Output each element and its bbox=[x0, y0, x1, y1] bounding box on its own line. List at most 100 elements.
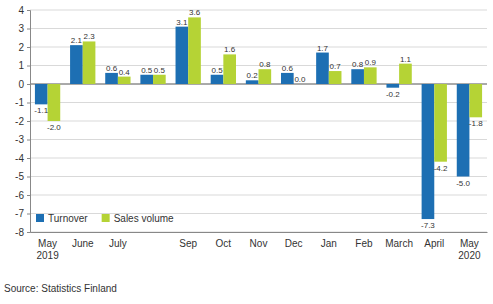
bar bbox=[35, 84, 48, 104]
y-tick-label: 0 bbox=[18, 79, 24, 90]
bar bbox=[176, 27, 189, 84]
data-label: 1.6 bbox=[224, 45, 236, 54]
data-label: -4.2 bbox=[434, 164, 448, 173]
data-label: -1.1 bbox=[34, 106, 48, 115]
y-tick-label: -8 bbox=[15, 227, 24, 238]
bar bbox=[223, 54, 236, 84]
bar bbox=[469, 84, 482, 117]
grid-line bbox=[30, 28, 487, 29]
x-tick-label: May2020 bbox=[458, 238, 481, 261]
chart: -1.12.10.60.53.10.50.20.61.70.8-0.2-7.3-… bbox=[0, 0, 493, 304]
y-tick: -7 bbox=[15, 208, 30, 219]
data-label: 0.6 bbox=[106, 64, 118, 73]
x-tick-label: Jan bbox=[321, 238, 337, 249]
data-label: 3.1 bbox=[176, 18, 188, 27]
legend-label: Turnover bbox=[48, 213, 88, 224]
grid bbox=[30, 10, 487, 232]
y-tick-mark bbox=[27, 47, 30, 48]
data-label: 0.7 bbox=[330, 62, 342, 71]
bar bbox=[434, 84, 447, 162]
y-tick: 4 bbox=[18, 5, 30, 16]
y-tick-label: -4 bbox=[15, 153, 24, 164]
data-label: 0.0 bbox=[294, 75, 306, 84]
legend-label: Sales volume bbox=[114, 213, 174, 224]
data-label: 0.8 bbox=[352, 60, 364, 69]
data-label: 0.5 bbox=[211, 66, 223, 75]
bar bbox=[259, 69, 272, 84]
bar bbox=[153, 75, 166, 84]
bar bbox=[83, 41, 96, 84]
y-tick-label: -3 bbox=[15, 134, 24, 145]
x-tick-label: June bbox=[72, 238, 94, 249]
data-label: 0.9 bbox=[365, 58, 377, 67]
x-tick: Oct bbox=[216, 238, 232, 249]
data-label: 0.8 bbox=[259, 60, 271, 69]
data-label: 0.5 bbox=[154, 66, 166, 75]
data-label: 0.5 bbox=[141, 66, 153, 75]
data-label: -2.0 bbox=[47, 123, 61, 132]
legend-swatch bbox=[102, 214, 110, 222]
y-tick-mark bbox=[27, 84, 30, 85]
data-label: 1.1 bbox=[400, 55, 412, 64]
x-tick: July bbox=[109, 238, 127, 249]
y-tick: -6 bbox=[15, 190, 30, 201]
y-tick: 1 bbox=[18, 60, 30, 71]
bar bbox=[188, 17, 201, 84]
data-label: 0.4 bbox=[119, 68, 131, 77]
bar bbox=[118, 77, 131, 84]
x-tick: April bbox=[424, 238, 444, 249]
y-tick-label: 4 bbox=[18, 5, 24, 16]
source-note: Source: Statistics Finland bbox=[4, 283, 117, 294]
bar bbox=[316, 53, 329, 84]
x-tick-label: July bbox=[109, 238, 127, 249]
x-tick: Feb bbox=[355, 238, 373, 249]
y-tick: -4 bbox=[15, 153, 30, 164]
y-tick: -3 bbox=[15, 134, 30, 145]
grid-line bbox=[30, 10, 487, 11]
x-tick: Jan bbox=[321, 238, 337, 249]
x-tick: Dec bbox=[285, 238, 303, 249]
y-tick-mark bbox=[27, 66, 30, 67]
data-labels: -1.12.10.60.53.10.50.20.61.70.8-0.2-7.3-… bbox=[34, 8, 483, 230]
y-tick-label: -5 bbox=[15, 171, 24, 182]
bar bbox=[48, 84, 61, 121]
data-label: 3.6 bbox=[189, 8, 201, 17]
bar bbox=[105, 73, 118, 84]
x-tick: March bbox=[385, 238, 413, 249]
x-axis-line bbox=[31, 232, 488, 233]
y-tick: -2 bbox=[15, 116, 30, 127]
y-tick-label: 1 bbox=[18, 60, 24, 71]
grid-line bbox=[30, 47, 487, 48]
y-tick-label: -2 bbox=[15, 116, 24, 127]
grid-line bbox=[30, 139, 487, 140]
y-tick-mark bbox=[27, 214, 30, 215]
x-tick-label: March bbox=[385, 238, 413, 249]
y-tick-mark bbox=[27, 140, 30, 141]
y-tick-mark bbox=[27, 29, 30, 30]
data-label: 0.6 bbox=[282, 64, 294, 73]
y-tick-mark bbox=[27, 158, 30, 159]
y-axis: -8-7-6-5-4-3-2-101234 bbox=[15, 5, 30, 238]
y-tick: 3 bbox=[18, 23, 30, 34]
data-label: 2.1 bbox=[71, 36, 83, 45]
bar bbox=[211, 75, 224, 84]
data-label: -1.8 bbox=[469, 119, 483, 128]
y-tick-label: -1 bbox=[15, 97, 24, 108]
bar bbox=[399, 64, 412, 84]
data-label: -7.3 bbox=[421, 221, 435, 230]
data-label: 1.7 bbox=[317, 44, 329, 53]
x-tick-label: May2019 bbox=[36, 238, 59, 261]
legend-item: Sales volume bbox=[102, 213, 174, 224]
y-tick: 0 bbox=[18, 79, 30, 90]
x-tick: May2019 bbox=[36, 238, 59, 261]
legend-item: Turnover bbox=[36, 213, 88, 224]
bar bbox=[422, 84, 435, 219]
x-tick: Nov bbox=[250, 238, 268, 249]
grid-line bbox=[30, 102, 487, 103]
x-tick-label: Feb bbox=[355, 238, 373, 249]
x-axis: May2019JuneJulySepOctNovDecJanFebMarchAp… bbox=[31, 233, 488, 261]
y-tick-mark bbox=[27, 195, 30, 196]
bar bbox=[140, 75, 153, 84]
x-tick-label: April bbox=[424, 238, 444, 249]
bar bbox=[281, 73, 294, 84]
